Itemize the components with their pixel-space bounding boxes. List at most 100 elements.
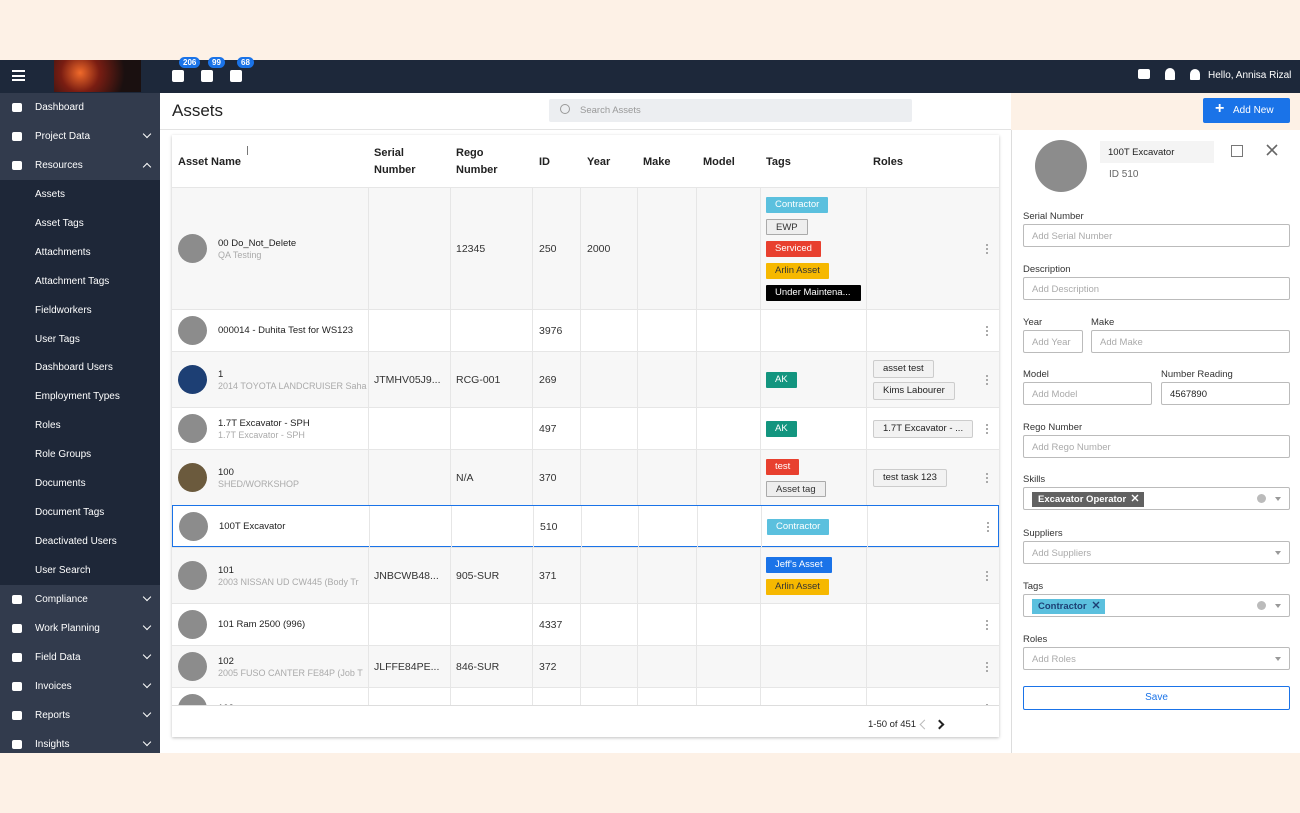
table-row[interactable]: 101 2003 NISSAN UD CW445 (Body Tr JNBCWB48… [172,547,999,604]
sub-nav-item[interactable]: Asset Tags [35,217,84,229]
cell-divider [696,352,697,408]
dropdown-arrow[interactable] [1275,604,1281,608]
row-menu[interactable] [986,620,988,630]
field-input[interactable]: Add Description [1023,277,1290,300]
nav-item[interactable]: Field Data [35,651,81,663]
field-input[interactable]: Add Serial Number [1023,224,1290,247]
table-row[interactable]: 1 2014 TOYOTA LANDCRUISER Saha JTMHV05J9..… [172,351,999,408]
search-box[interactable]: Search Assets [549,99,912,122]
pagination: 1-50 of 451 [868,719,917,730]
bell-icon[interactable] [1165,68,1175,80]
sub-nav-item[interactable]: Dashboard Users [35,362,113,374]
cell-divider [637,310,638,352]
nav-item-bg[interactable] [0,584,160,614]
table-row[interactable]: 100T Excavator 510 Contractor [172,505,999,548]
cell-divider [451,506,452,548]
role: Kims Labourer [873,382,955,400]
asset-name: 000014 - Duhita Test for WS123 [218,325,354,336]
sub-nav-item[interactable]: Role Groups [35,449,92,461]
clear-button[interactable] [1257,494,1266,503]
sub-nav-item[interactable]: User Search [35,564,91,576]
nav-item[interactable]: Insights [35,738,70,750]
field-input[interactable]: Add Suppliers [1023,541,1290,564]
cell-rego: RCG-001 [456,374,501,386]
nav-icon[interactable] [230,70,242,82]
field-input[interactable]: Add Rego Number [1023,435,1290,458]
sub-nav-item[interactable]: Deactivated Users [35,535,117,547]
nav-item[interactable]: Compliance [35,593,88,605]
close-icon [1266,144,1278,156]
row-menu[interactable] [986,662,988,672]
cell-rego: 12345 [456,243,486,255]
next-page[interactable] [934,719,945,730]
user-icon[interactable] [1190,69,1200,80]
save-button[interactable]: Save [1023,686,1290,710]
nav-item-bg[interactable] [0,642,160,672]
table-row[interactable]: 000014 - Duhita Test for WS123 3976 [172,309,999,352]
nav-item-bg[interactable] [0,613,160,643]
open-icon[interactable] [1231,145,1243,157]
row-menu[interactable] [987,522,989,532]
nav-icon[interactable] [201,70,213,82]
nav-item[interactable]: Work Planning [35,622,100,634]
sub-nav-item[interactable]: Assets [35,189,66,200]
row-menu[interactable] [986,473,988,483]
cell-divider [532,310,533,352]
sub-nav-item[interactable]: Attachments [35,246,91,258]
row-menu[interactable] [986,244,988,254]
dropdown-arrow[interactable] [1275,551,1281,555]
field-label: Year [1023,317,1043,328]
table-row[interactable]: 102 2005 FUSO CANTER FE84P (Job T JLFFE84P… [172,645,999,688]
row-menu[interactable] [986,424,988,434]
field-input[interactable]: Add Model [1023,382,1152,405]
field-input[interactable]: Add Make [1091,330,1290,353]
sub-nav-item[interactable]: Employment Types [35,391,120,403]
cell-divider [368,548,369,604]
nav-item[interactable]: Dashboard [35,102,84,113]
field-input[interactable]: Add Year [1023,330,1083,353]
nav-item-bg[interactable] [0,122,160,151]
sub-nav-item[interactable]: Roles [35,420,61,432]
clear-button[interactable] [1257,601,1266,610]
add-new-button[interactable]: + Add New [1203,98,1290,123]
nav-item-bg[interactable] [0,700,160,730]
table-row[interactable]: 101 Ram 2500 (996) 4337 [172,603,999,646]
sub-nav-item[interactable]: User Tags [35,333,80,345]
cell-divider [637,548,638,604]
table-row[interactable]: 00 Do_Not_Delete QA Testing 12345 250 2000 Co… [172,187,999,310]
nav-item[interactable]: Reports [35,709,71,721]
row-avatar [178,561,207,590]
asset-subtitle: 2005 FUSO CANTER FE84P (Job T [218,668,363,678]
chip-remove[interactable] [1131,494,1139,502]
sub-nav-item[interactable]: Attachment Tags [35,275,110,287]
field-input[interactable]: Contractor [1023,594,1290,617]
field-input[interactable]: Add Roles [1023,647,1290,670]
nav-item[interactable]: Invoices [35,680,72,692]
nav-item-bg[interactable] [0,151,160,180]
menu-button[interactable] [12,70,25,81]
nav-item-bg[interactable] [0,671,160,701]
row-menu[interactable] [986,326,988,336]
dropdown-arrow[interactable] [1275,497,1281,501]
search-placeholder: Search Assets [580,105,641,116]
row-menu[interactable] [986,375,988,385]
chat-icon[interactable] [1138,69,1150,79]
close-button[interactable] [1265,142,1279,156]
chip-remove[interactable] [1092,601,1100,609]
nav-item-bg[interactable] [0,729,160,753]
dropdown-arrow[interactable] [1275,657,1281,661]
row-menu[interactable] [986,571,988,581]
nav-item-bg[interactable] [0,93,160,122]
sub-nav-item[interactable]: Documents [35,478,86,489]
sub-nav-item[interactable]: Fieldworkers [35,304,92,316]
table-row[interactable]: 100 SHED/WORKSHOP N/A 370 test Asset tag test … [172,449,999,506]
table-row[interactable]: 1.7T Excavator - SPH 1.7T Excavator - SPH… [172,407,999,450]
prev-page[interactable] [919,719,930,730]
nav-item[interactable]: Project Data [35,131,91,142]
nav-icon[interactable] [172,70,184,82]
sub-nav-item[interactable]: Document Tags [35,506,105,518]
field-input[interactable]: Excavator Operator [1023,487,1290,510]
field-input[interactable]: 4567890 [1161,382,1290,405]
nav-item[interactable]: Resources [35,160,83,171]
asset-id: ID 510 [1109,169,1139,180]
